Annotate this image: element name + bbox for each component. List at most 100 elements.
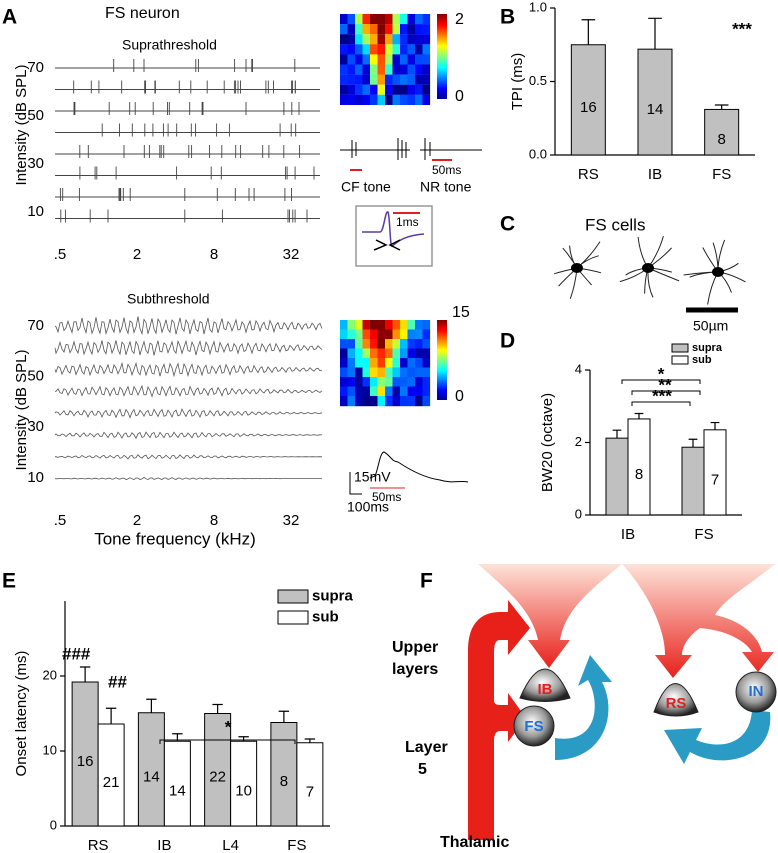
x-axis-label: Tone frequency (kHz) (94, 529, 256, 548)
y-tick-label: 0.0 (529, 146, 547, 161)
tpi-arrows (373, 239, 401, 251)
significance-bracket (631, 390, 701, 395)
colorbar-label: 2 (455, 11, 464, 28)
heatmap-cell (377, 64, 386, 75)
heatmap-cell (377, 367, 386, 378)
heatmap-cell (347, 24, 356, 35)
heatmap-cell (377, 348, 386, 359)
heatmap-cell (355, 24, 363, 35)
heatmap-cell (347, 74, 356, 85)
heatmap-cell (362, 377, 371, 388)
heatmap-cell (392, 396, 401, 407)
error-bar (634, 412, 644, 419)
heatmap-cell (392, 348, 401, 359)
significance-bracket (159, 739, 296, 744)
heatmap-cell (385, 44, 393, 55)
heatmap-cell (422, 74, 431, 85)
panel-label: B (500, 6, 515, 29)
spike-trace (55, 188, 320, 201)
heatmap-cell (340, 14, 348, 25)
heatmap-cell (400, 34, 408, 45)
heatmap-cell (422, 64, 431, 75)
scale-label: 1ms (396, 215, 419, 229)
heatmap-cell (407, 386, 416, 397)
n-label: 14 (143, 768, 160, 785)
x-tick-label: FS (712, 166, 731, 183)
annotation: *** (732, 19, 752, 38)
heatmap-cell (415, 54, 423, 65)
heatmap-cell (340, 54, 348, 65)
error-bar (278, 710, 290, 723)
y-tick-label: 0 (50, 817, 57, 832)
heatmap-cell (340, 94, 348, 105)
panel-label: F (420, 570, 433, 593)
neuron-dendrites (619, 235, 680, 298)
heatmap-cell (355, 64, 363, 75)
bar (137, 712, 165, 827)
heatmap-cell (347, 64, 356, 75)
x-tick-label: .5 (54, 246, 67, 263)
section-title: Suprathreshold (122, 37, 217, 53)
psp-trace (54, 476, 322, 481)
heatmap-cell (415, 14, 423, 25)
bar (296, 742, 324, 827)
heatmap-cell (340, 320, 348, 331)
heatmap-cell (370, 14, 378, 25)
heatmap-cell (340, 64, 348, 75)
heatmap-cell (370, 386, 378, 397)
heatmap-cell (415, 358, 423, 369)
error-bar (105, 707, 117, 724)
heatmap-cell (355, 94, 363, 105)
heatmap-cell (347, 84, 356, 95)
heatmap-cell (362, 329, 371, 340)
heatmap-cell (377, 386, 386, 397)
heatmap-cell (362, 94, 371, 105)
heatmap-cell (400, 396, 408, 407)
n-label: 14 (169, 783, 186, 800)
heatmap-cell (400, 24, 408, 35)
y-axis-label: BW20 (octave) (539, 393, 556, 492)
heatmap-cell (385, 367, 393, 378)
heatmap-cell (400, 64, 408, 75)
error-bar (710, 421, 720, 430)
heatmap-cell (422, 358, 431, 369)
spike-trace (55, 123, 320, 137)
colorbar (437, 14, 447, 99)
y-tick-label: 70 (27, 317, 44, 334)
heatmap-cell (355, 358, 363, 369)
fs-node (513, 705, 555, 747)
heatmap-cell (362, 348, 371, 359)
heatmap-cell (422, 386, 431, 397)
heatmap-cell (377, 84, 386, 95)
heatmap-cell (377, 74, 386, 85)
heatmap-cell (362, 386, 371, 397)
heatmap-cell (385, 24, 393, 35)
heatmap-cell (407, 54, 416, 65)
heatmap-cell (385, 386, 393, 397)
heatmap-cell (362, 24, 371, 35)
heatmap-cell (407, 64, 416, 75)
spike-trace (55, 209, 320, 223)
heatmap-cell (355, 367, 363, 378)
upper-layer-input (478, 564, 622, 668)
heatmap-cell (355, 14, 363, 25)
n-label: 16 (580, 99, 597, 116)
heatmap-cell (347, 358, 356, 369)
heatmap-cell (385, 84, 393, 95)
heatmap-cell (392, 94, 401, 105)
neuron-soma (642, 263, 654, 273)
heatmap-cell (347, 329, 356, 340)
layer-label: 5 (418, 761, 427, 778)
heatmap-cell (415, 348, 423, 359)
heatmap-cell (370, 54, 378, 65)
bar (204, 713, 232, 827)
spike-trace (55, 145, 320, 158)
x-tick-label: .5 (54, 512, 67, 529)
heatmap-cell (392, 367, 401, 378)
heatmap-cell (385, 94, 393, 105)
heatmap-cell (377, 24, 386, 35)
heatmap-cell (355, 377, 363, 388)
heatmap-cell (400, 386, 408, 397)
heatmap-cell (370, 94, 378, 105)
